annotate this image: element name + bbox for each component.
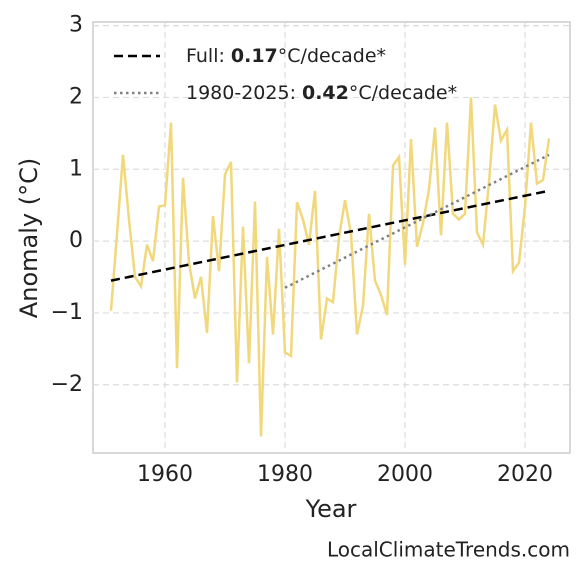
legend-label: 1980-2025: 0.42°C/decade* bbox=[186, 82, 457, 104]
series-line bbox=[110, 189, 550, 282]
y-tick-label: −2 bbox=[51, 372, 83, 397]
legend-unit: °C/decade* bbox=[278, 45, 386, 67]
x-tick-label: 1980 bbox=[257, 462, 313, 487]
legend-trend: 0.17 bbox=[231, 45, 278, 67]
legend-name: 1980-2025: bbox=[186, 82, 296, 104]
x-tick-label: 2020 bbox=[497, 462, 553, 487]
x-tick-label: 1960 bbox=[137, 462, 193, 487]
y-tick-label: 2 bbox=[69, 84, 83, 109]
y-tick-label: −1 bbox=[51, 300, 83, 325]
y-tick-label: 1 bbox=[69, 156, 83, 181]
x-axis-label: Year bbox=[305, 495, 357, 523]
series-line bbox=[284, 153, 550, 289]
legend-label: Full: 0.17°C/decade* bbox=[186, 45, 386, 67]
y-axis-label: Anomaly (°C) bbox=[15, 158, 43, 318]
y-tick-label: 3 bbox=[69, 13, 83, 38]
y-tick-label: 0 bbox=[69, 228, 83, 253]
plot-frame bbox=[92, 21, 571, 454]
legend-unit: °C/decade* bbox=[349, 82, 457, 104]
series-line bbox=[109, 97, 551, 437]
legend-name: Full: bbox=[186, 45, 225, 67]
watermark: LocalClimateTrends.com bbox=[327, 538, 570, 562]
x-tick-label: 2000 bbox=[377, 462, 433, 487]
legend-trend: 0.42 bbox=[302, 82, 349, 104]
